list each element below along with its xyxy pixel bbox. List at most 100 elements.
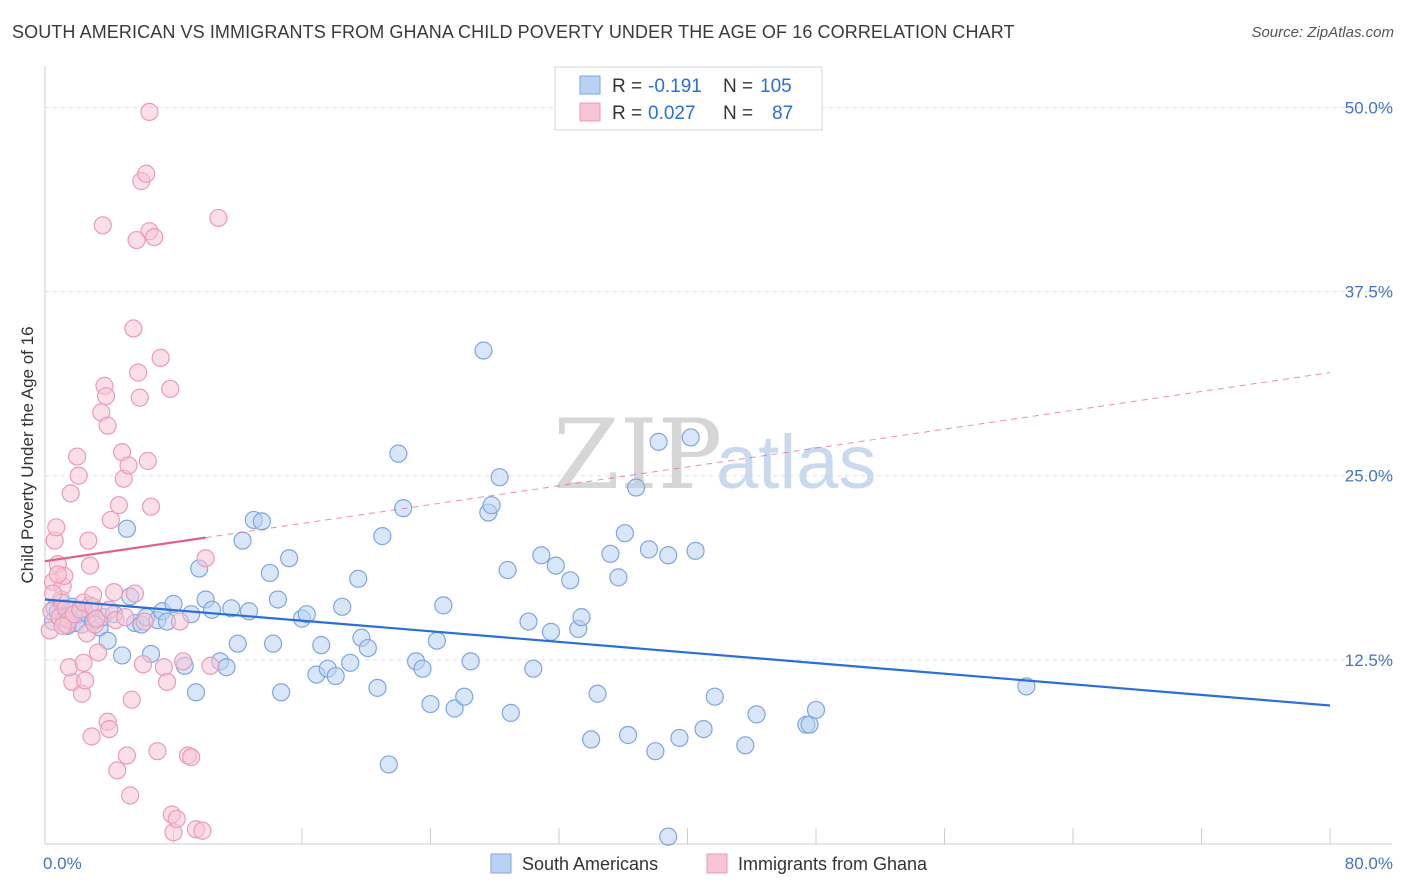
ghana-point-71	[193, 821, 212, 840]
ghana-point-48	[129, 363, 148, 382]
legend-label-south-americans: South Americans	[522, 854, 658, 874]
south-americans-point-34	[202, 600, 222, 619]
south-americans-point-68	[434, 596, 453, 615]
ghana-point-74	[209, 208, 228, 228]
stats-box: R = -0.191 N = 105 R = 0.027 N = 87	[554, 66, 823, 131]
south-americans-point-80	[532, 546, 551, 565]
trend-line-ghana-solid	[44, 536, 206, 563]
ghana-point-44	[121, 786, 140, 805]
chart-title: SOUTH AMERICAN VS IMMIGRANTS FROM GHANA …	[12, 22, 1015, 42]
ghana-point-84	[140, 102, 159, 121]
ghana-point-16	[68, 447, 87, 466]
south-americans-point-39	[233, 531, 252, 550]
ghana-point-66	[170, 612, 190, 631]
ghana-point-60	[154, 658, 173, 677]
south-americans-point-94	[646, 742, 665, 761]
south-americans-point-46	[272, 683, 291, 702]
south-americans-point-96	[659, 546, 678, 565]
south-americans-point-51	[312, 636, 331, 655]
ghana-point-28	[88, 643, 108, 662]
y-tick-labels: 12.5% 25.0% 37.5% 50.0%	[1345, 98, 1393, 669]
south-americans-point-99	[686, 541, 705, 560]
ghana-point-56	[141, 497, 161, 516]
trend-line-south-americans	[44, 598, 1331, 707]
ghana-point-46	[124, 319, 143, 338]
y-tick-label-2: 37.5%	[1345, 283, 1393, 302]
south-americans-point-47	[280, 549, 299, 568]
trend-lines	[44, 372, 1331, 707]
south-americans-point-82	[546, 556, 565, 575]
legend-swatch-ghana	[706, 853, 728, 874]
south-americans-point-72	[474, 341, 493, 360]
ghana-point-69	[182, 747, 201, 767]
south-americans-point-74	[482, 496, 501, 515]
ghana-point-57	[145, 227, 164, 247]
south-americans-point-37	[222, 599, 241, 618]
ghana-point-72	[196, 549, 215, 568]
south-americans-point-56	[349, 569, 368, 588]
south-americans-point-97	[670, 728, 689, 748]
south-americans-point-31	[186, 683, 206, 702]
south-americans-point-49	[297, 605, 316, 624]
south-americans-point-71	[461, 652, 480, 671]
south-americans-point-54	[333, 597, 352, 616]
ghana-point-67	[174, 652, 193, 671]
south-americans-point-16	[98, 631, 117, 650]
south-americans-point-58	[358, 638, 377, 658]
south-americans-point-100	[694, 719, 713, 739]
ghana-point-86	[127, 230, 146, 250]
south-americans-point-61	[379, 755, 398, 774]
stats-r-value-2: 0.027	[648, 103, 696, 124]
south-americans-point-106	[806, 700, 826, 720]
south-americans-point-77	[501, 703, 520, 722]
series-ghana	[40, 102, 228, 842]
ghana-point-49	[130, 388, 149, 407]
ghana-point-13	[61, 484, 80, 503]
ghana-point-75	[93, 216, 112, 235]
y-tick-label-0: 12.5%	[1345, 651, 1393, 670]
south-americans-point-107	[1017, 677, 1036, 696]
south-americans-point-78	[519, 612, 538, 631]
ghana-point-53	[137, 164, 156, 183]
ghana-point-37	[108, 761, 127, 780]
series-south-americans	[43, 341, 1036, 846]
south-americans-point-87	[588, 684, 607, 703]
ghana-point-47	[125, 584, 145, 603]
ghana-point-45	[122, 690, 141, 709]
ghana-point-42	[117, 746, 137, 765]
south-americans-point-38	[228, 634, 247, 653]
south-americans-point-95	[649, 432, 668, 451]
stats-swatch-blue	[579, 75, 601, 95]
south-americans-point-43	[260, 563, 279, 583]
watermark: ZIP atlas	[553, 399, 877, 511]
ghana-point-79	[43, 584, 63, 603]
ghana-point-73	[201, 656, 220, 675]
ghana-point-82	[74, 653, 93, 672]
south-americans-point-81	[541, 622, 561, 641]
x-tick-labels: 0.0% 80.0%	[43, 854, 1393, 873]
south-americans-point-69	[445, 699, 464, 718]
ghana-point-58	[148, 742, 167, 761]
south-americans-point-89	[609, 568, 628, 587]
south-americans-point-36	[217, 658, 236, 677]
ghana-point-43	[119, 456, 138, 475]
stats-r-label-2: R =	[612, 103, 642, 124]
ghana-point-51	[133, 655, 153, 674]
y-axis-label: Child Poverty Under the Age of 16	[18, 326, 37, 583]
stats-n-label-2: N =	[723, 103, 753, 124]
south-americans-point-92	[626, 478, 646, 497]
watermark-atlas: atlas	[716, 420, 877, 505]
south-americans-point-18	[112, 646, 132, 665]
stats-n-value-2: 87	[772, 103, 793, 124]
ghana-point-54	[138, 451, 157, 471]
ghana-point-80	[48, 565, 67, 584]
south-americans-point-67	[427, 631, 447, 650]
south-americans-point-55	[341, 653, 360, 672]
south-americans-point-66	[421, 694, 440, 714]
south-americans-point-108	[659, 827, 678, 846]
ghana-point-34	[101, 510, 120, 530]
ghana-point-24	[80, 556, 100, 575]
south-americans-point-19	[117, 519, 137, 538]
ghana-point-59	[151, 348, 170, 367]
x-tick-label-1: 80.0%	[1345, 854, 1393, 873]
